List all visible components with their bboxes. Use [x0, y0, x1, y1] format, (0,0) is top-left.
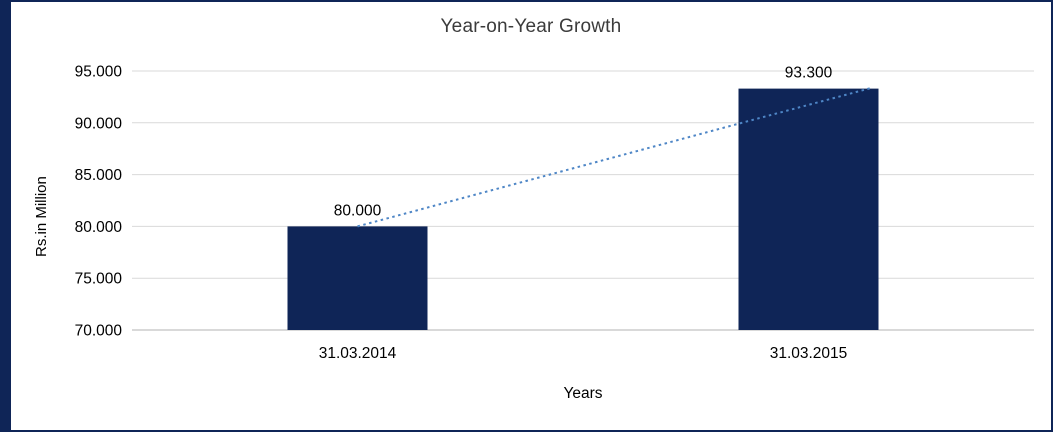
bar-31.03.2015 [738, 88, 879, 330]
chart-title: Year-on-Year Growth [440, 16, 622, 37]
bar-value-label: 80.000 [334, 202, 382, 219]
x-axis-title: Years [563, 385, 602, 402]
bar-chart-canvas: 70.000 75.000 80.000 85.000 90.000 95.000 80.0… [75, 64, 1034, 402]
x-tick-label: 31.03.2015 [770, 345, 848, 362]
y-tick-label: 80.000 [75, 219, 123, 236]
y-tick-label: 95.000 [75, 64, 123, 81]
y-tick-label: 90.000 [75, 115, 123, 132]
trendline [357, 86, 873, 228]
y-tick-label: 85.000 [75, 167, 123, 184]
y-tick-label: 75.000 [75, 271, 123, 288]
bar-31.03.2014 [287, 226, 428, 330]
y-tick-label: 70.000 [75, 323, 123, 340]
bar-value-label: 93.300 [785, 65, 833, 82]
x-tick-label: 31.03.2014 [319, 345, 397, 362]
